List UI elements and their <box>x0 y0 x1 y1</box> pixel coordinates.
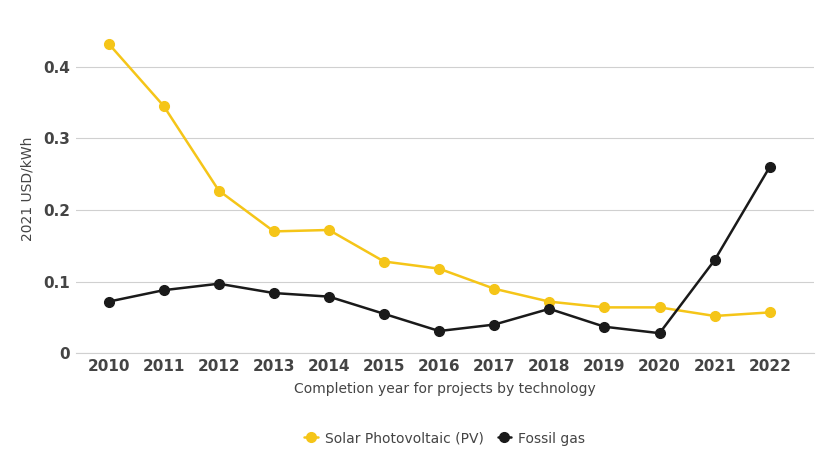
Fossil gas <box>599 324 609 330</box>
Fossil gas <box>545 306 555 312</box>
Solar Photovoltaic (PV) <box>654 305 664 310</box>
Fossil gas <box>654 330 664 336</box>
Fossil gas <box>103 299 113 304</box>
Solar Photovoltaic (PV) <box>764 309 774 315</box>
Line: Solar Photovoltaic (PV): Solar Photovoltaic (PV) <box>104 39 774 321</box>
Legend: Solar Photovoltaic (PV), Fossil gas: Solar Photovoltaic (PV), Fossil gas <box>299 426 591 451</box>
Fossil gas <box>710 257 720 263</box>
Solar Photovoltaic (PV) <box>710 313 720 319</box>
Solar Photovoltaic (PV) <box>379 259 389 264</box>
Fossil gas <box>268 290 279 296</box>
Fossil gas <box>324 294 334 300</box>
Solar Photovoltaic (PV) <box>545 299 555 304</box>
Fossil gas <box>434 328 444 334</box>
Solar Photovoltaic (PV) <box>599 305 609 310</box>
Fossil gas <box>764 164 774 170</box>
Solar Photovoltaic (PV) <box>324 227 334 233</box>
Solar Photovoltaic (PV) <box>489 286 499 292</box>
Line: Fossil gas: Fossil gas <box>104 162 774 338</box>
Fossil gas <box>159 287 169 293</box>
Solar Photovoltaic (PV) <box>434 266 444 271</box>
Solar Photovoltaic (PV) <box>214 188 224 194</box>
Fossil gas <box>214 281 224 286</box>
Y-axis label: 2021 USD/kWh: 2021 USD/kWh <box>21 136 34 241</box>
Solar Photovoltaic (PV) <box>103 41 113 47</box>
Solar Photovoltaic (PV) <box>268 228 279 234</box>
X-axis label: Completion year for projects by technology: Completion year for projects by technolo… <box>294 382 596 396</box>
Fossil gas <box>379 311 389 317</box>
Fossil gas <box>489 322 499 327</box>
Solar Photovoltaic (PV) <box>159 103 169 109</box>
